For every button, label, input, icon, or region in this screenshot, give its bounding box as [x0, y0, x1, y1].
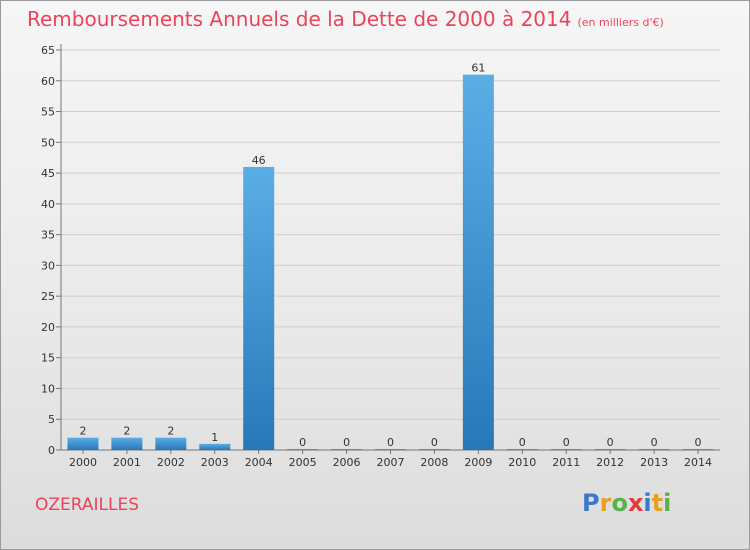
x-tick-label: 2000	[69, 456, 97, 469]
bar-2012	[594, 449, 626, 450]
x-tick-label: 2009	[464, 456, 492, 469]
bar-2014	[682, 449, 714, 450]
bar-2007	[375, 449, 406, 450]
y-tick-label: 15	[41, 352, 55, 365]
bar-2011	[550, 449, 582, 450]
proxiti-logo: Proxiti	[582, 489, 671, 517]
bar-2006	[331, 449, 363, 450]
logo-letter: i	[663, 489, 672, 517]
logo-letter: P	[582, 489, 600, 517]
y-tick-label: 45	[41, 167, 55, 180]
data-label: 0	[519, 436, 526, 449]
x-tick-label: 2001	[113, 456, 141, 469]
y-tick-label: 65	[41, 44, 55, 57]
y-tick-label: 5	[48, 413, 55, 426]
x-tick-label: 2010	[508, 456, 536, 469]
chart-title-text: Remboursements Annuels de la Dette de 20…	[27, 7, 572, 31]
data-label: 1	[211, 431, 218, 444]
data-label: 0	[651, 436, 658, 449]
bar-2003	[199, 443, 231, 450]
y-tick-label: 10	[41, 382, 55, 395]
x-tick-label: 2003	[201, 456, 229, 469]
data-label: 0	[695, 436, 702, 449]
x-tick-label: 2011	[552, 456, 580, 469]
commune-name: OZERAILLES	[35, 495, 140, 515]
grid-lines	[61, 49, 720, 451]
x-tick-label: 2005	[289, 456, 317, 469]
x-tick-label: 2014	[684, 456, 712, 469]
x-tick-label: 2006	[333, 456, 361, 469]
x-tick-label: 2007	[377, 456, 405, 469]
data-label: 0	[563, 436, 570, 449]
bar-2008	[418, 449, 450, 450]
x-tick-label: 2002	[157, 456, 185, 469]
y-tick-label: 35	[41, 229, 55, 242]
bar-2001	[111, 437, 143, 450]
x-tick-label: 2004	[245, 456, 273, 469]
y-tick-label: 55	[41, 106, 55, 119]
y-tick-label: 50	[41, 136, 55, 149]
chart-subtitle: (en milliers d'€)	[577, 16, 664, 29]
x-tick-label: 2013	[640, 456, 668, 469]
labels: 2000 2 2001 2 2002 2 2003 1 2004 46 2005 0 2006 0 2007…	[69, 62, 712, 469]
data-label: 0	[387, 436, 394, 449]
data-label: 0	[299, 436, 306, 449]
logo-letter: i	[643, 489, 652, 517]
bar-2009	[462, 74, 494, 450]
data-label: 0	[607, 436, 614, 449]
logo-letter: t	[651, 489, 664, 517]
bar-2010	[506, 449, 538, 450]
bar-2002	[155, 437, 187, 450]
bar-2013	[638, 449, 670, 450]
logo-letter: o	[611, 489, 628, 517]
bars	[67, 74, 714, 450]
data-label: 2	[167, 425, 174, 438]
bar-2000	[67, 437, 99, 450]
y-tick-label: 20	[41, 321, 55, 334]
y-tick-label: 30	[41, 259, 55, 272]
bar-2005	[287, 449, 319, 450]
x-tick-label: 2008	[420, 456, 448, 469]
data-label: 61	[471, 62, 485, 75]
data-label: 0	[343, 436, 350, 449]
logo-letter: x	[627, 489, 644, 517]
chart-title: Remboursements Annuels de la Dette de 20…	[27, 7, 664, 31]
y-tick-label: 60	[41, 75, 55, 88]
x-tick-label: 2012	[596, 456, 624, 469]
logo-letter: r	[599, 489, 612, 517]
bar-2004	[243, 166, 275, 450]
data-label: 2	[79, 425, 86, 438]
y-tick-label: 40	[41, 198, 55, 211]
y-tick-label: 0	[48, 444, 55, 457]
data-label: 46	[252, 154, 266, 167]
y-tick-label: 25	[41, 290, 55, 303]
data-label: 0	[431, 436, 438, 449]
data-label: 2	[123, 425, 130, 438]
